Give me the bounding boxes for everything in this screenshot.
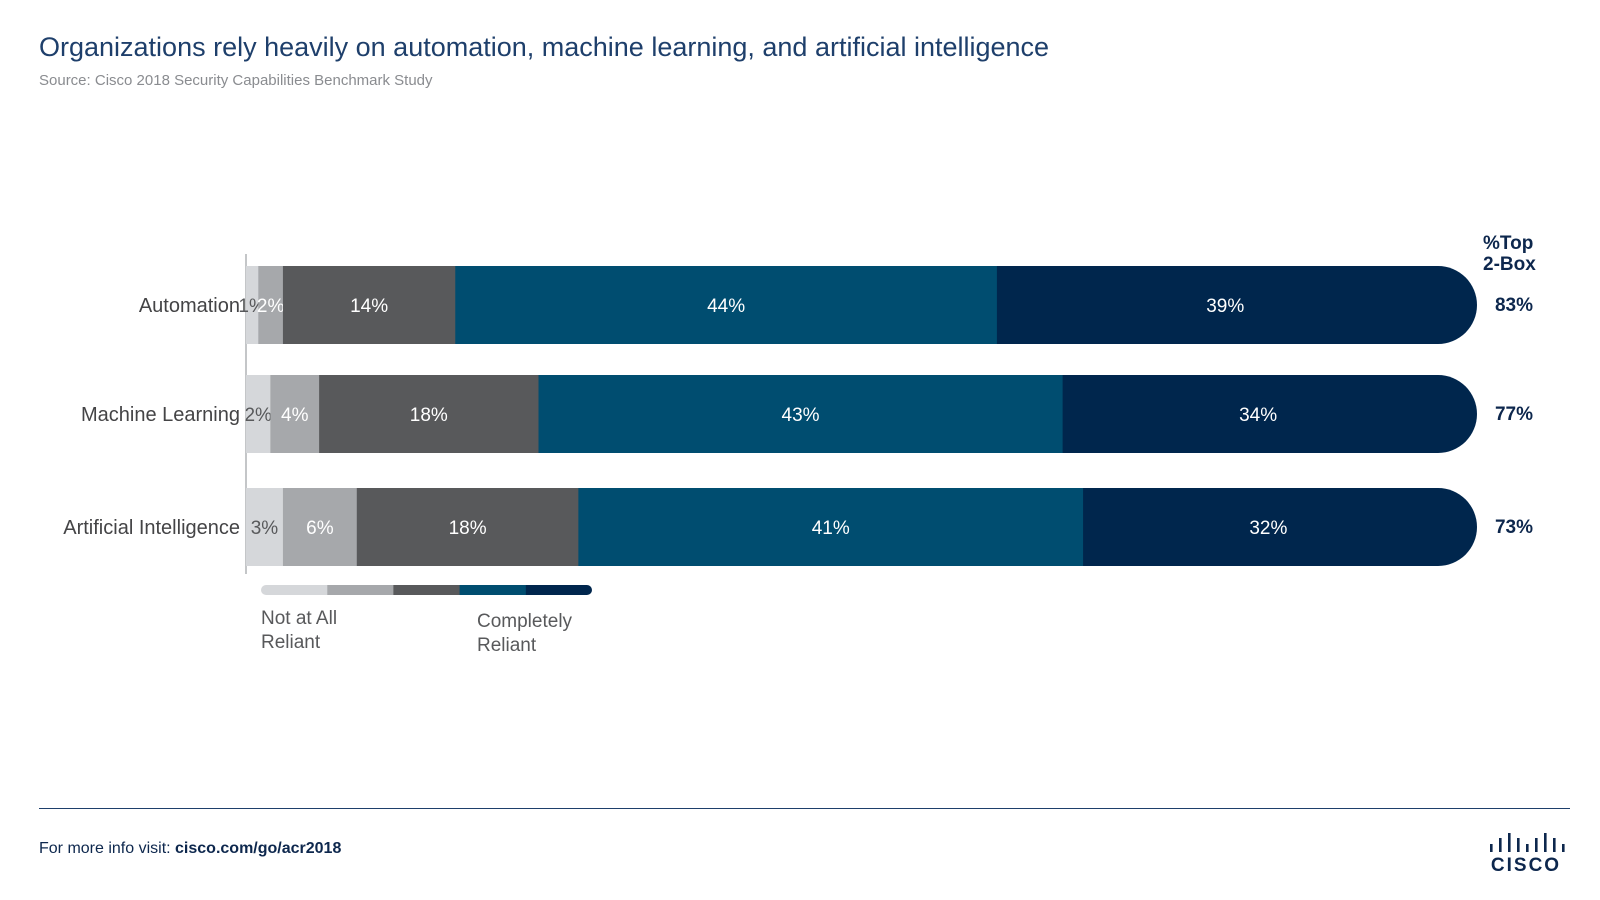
bar-segment — [455, 266, 998, 344]
legend-swatch — [525, 585, 592, 595]
bar-segment — [1062, 375, 1477, 453]
cisco-wordmark: CISCO — [1490, 855, 1562, 876]
bar-segment — [578, 488, 1084, 566]
data-label: 3% — [251, 518, 279, 539]
data-label: 2% — [244, 405, 272, 426]
legend-swatch — [261, 585, 328, 595]
data-label: 18% — [410, 405, 448, 426]
data-label: 2% — [257, 296, 285, 317]
data-label: 43% — [782, 405, 820, 426]
data-label: 32% — [1249, 518, 1287, 539]
legend-swatch — [393, 585, 461, 595]
category-label: Machine Learning — [81, 404, 240, 426]
top2box-header: 2-Box — [1483, 254, 1536, 275]
bar-segment — [246, 375, 271, 453]
bar-segment — [1083, 488, 1477, 566]
bar-segment — [246, 266, 259, 344]
category-label: Artificial Intelligence — [63, 517, 240, 539]
legend-high-label: Completely — [477, 611, 573, 632]
category-label: Automation — [139, 295, 240, 317]
footer-prefix: For more info visit: — [39, 840, 176, 857]
legend-high-label: Reliant — [477, 635, 537, 656]
source-note: Source: Cisco 2018 Security Capabilities… — [39, 72, 433, 89]
legend-low-label: Not at All — [261, 608, 337, 629]
top2box-header: %Top — [1483, 233, 1533, 254]
bar-segment — [282, 266, 456, 344]
bar-segment — [246, 488, 284, 566]
footer-info: For more info visit: cisco.com/go/acr201… — [39, 840, 341, 858]
bar-segment — [356, 488, 579, 566]
bar-segment — [996, 266, 1477, 344]
data-label: 41% — [812, 518, 850, 539]
top2box-value: 83% — [1495, 295, 1533, 316]
data-label: 39% — [1206, 296, 1244, 317]
legend-swatch — [327, 585, 394, 595]
data-label: 18% — [449, 518, 487, 539]
bar-segment — [258, 266, 284, 344]
legend-low-label: Reliant — [261, 632, 321, 653]
bar-segment — [270, 375, 320, 453]
data-label: 34% — [1239, 405, 1277, 426]
bar-segment — [319, 375, 540, 453]
bar-segment — [282, 488, 358, 566]
legend-swatch — [459, 585, 527, 595]
data-label: 14% — [350, 296, 388, 317]
cisco-logo: CISCO — [1486, 832, 1566, 880]
footer-link[interactable]: cisco.com/go/acr2018 — [175, 840, 342, 857]
bar-segment — [538, 375, 1064, 453]
top2box-value: 73% — [1495, 517, 1533, 538]
data-label: 6% — [306, 518, 334, 539]
top2box-value: 77% — [1495, 404, 1533, 425]
cisco-bridge-icon — [1490, 833, 1565, 852]
page-title: Organizations rely heavily on automation… — [39, 32, 1050, 62]
data-label: 4% — [281, 405, 309, 426]
data-label: 44% — [707, 296, 745, 317]
footer-divider — [39, 808, 1570, 809]
